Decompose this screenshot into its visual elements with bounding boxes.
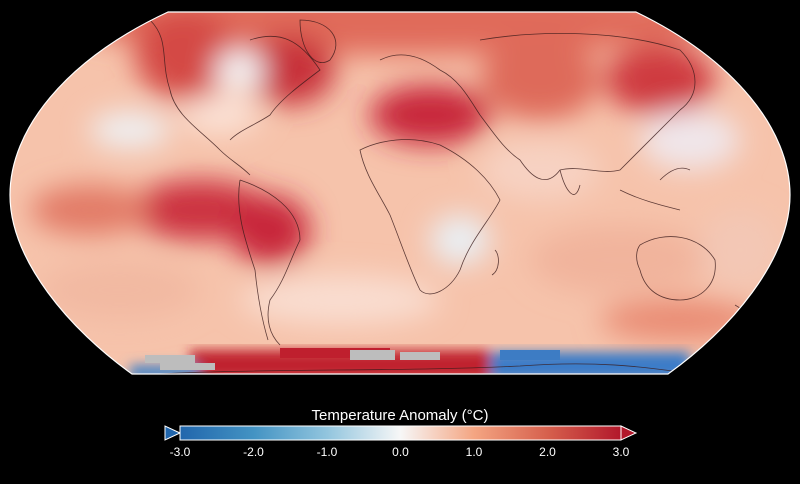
colorbar-tick-label: -2.0 <box>243 445 264 459</box>
colorbar-tick-label: 3.0 <box>612 445 630 459</box>
color-legend: Temperature Anomaly (°C) -3.0 -2.0 -1.0 0.0… <box>0 400 800 484</box>
colorbar-tick-label: 2.0 <box>539 445 556 459</box>
colorbar-min-arrow <box>164 425 182 441</box>
colorbar-tick-label: -3.0 <box>169 445 191 459</box>
colorbar <box>179 425 622 441</box>
colorbar-tick-label: 0.0 <box>392 445 409 459</box>
missing-data-patches <box>145 350 440 370</box>
temperature-anomaly-map <box>9 11 791 375</box>
map-outline <box>9 11 791 375</box>
anomaly-field <box>10 12 790 374</box>
colorbar-max-arrow <box>620 425 638 441</box>
colorbar-svg <box>164 425 638 441</box>
colorbar-tick-label: -1.0 <box>316 445 338 459</box>
legend-title: Temperature Anomaly (°C) <box>311 407 489 424</box>
anomaly-blobs <box>30 12 780 340</box>
colorbar-tick-label: 1.0 <box>465 445 483 459</box>
coastlines <box>139 19 745 374</box>
world-map-svg <box>9 11 791 375</box>
